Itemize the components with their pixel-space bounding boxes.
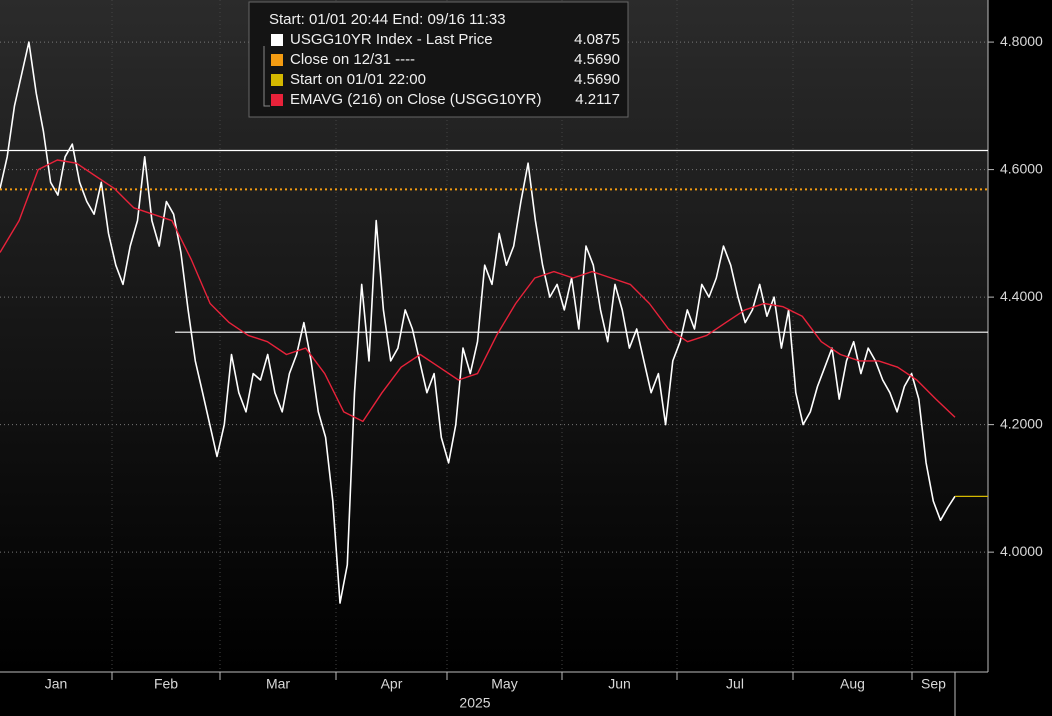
x-year-label: 2025 bbox=[459, 695, 490, 711]
x-tick-label: Feb bbox=[154, 676, 178, 692]
legend-swatch bbox=[271, 74, 283, 86]
legend-label: Close on 12/31 ---- bbox=[290, 51, 415, 68]
axis-background bbox=[988, 0, 1052, 716]
legend-swatch bbox=[271, 94, 283, 106]
x-tick-label: Mar bbox=[266, 676, 290, 692]
legend-value: 4.5690 bbox=[574, 71, 620, 88]
y-tick-label: 4.6000 bbox=[1000, 160, 1043, 176]
legend-value: 4.5690 bbox=[574, 51, 620, 68]
x-tick-label: May bbox=[491, 676, 517, 692]
y-tick-label: 4.8000 bbox=[1000, 33, 1043, 49]
y-tick-label: 4.2000 bbox=[1000, 415, 1043, 431]
legend-swatch bbox=[271, 54, 283, 66]
x-tick-label: Jan bbox=[45, 676, 68, 692]
legend-label: USGG10YR Index - Last Price bbox=[290, 31, 493, 48]
legend-swatch bbox=[271, 34, 283, 46]
x-tick-label: Apr bbox=[381, 676, 403, 692]
legend-label: Start on 01/01 22:00 bbox=[290, 71, 426, 88]
x-tick-label: Jun bbox=[608, 676, 631, 692]
legend-box bbox=[248, 1, 629, 118]
legend-title: Start: 01/01 20:44 End: 09/16 11:33 bbox=[269, 11, 506, 28]
series-line bbox=[0, 41, 956, 604]
legend-value: 4.2117 bbox=[575, 91, 620, 108]
y-tick-label: 4.0000 bbox=[1000, 543, 1043, 559]
x-tick-label: Jul bbox=[726, 676, 744, 692]
legend-label: EMAVG (216) on Close (USGG10YR) bbox=[290, 91, 541, 108]
legend-tree bbox=[263, 46, 270, 107]
legend-value: 4.0875 bbox=[574, 31, 620, 48]
y-tick-label: 4.4000 bbox=[1000, 288, 1043, 304]
x-tick-label: Aug bbox=[840, 676, 865, 692]
x-tick-label: Sep bbox=[921, 676, 946, 692]
series-line bbox=[0, 159, 956, 423]
